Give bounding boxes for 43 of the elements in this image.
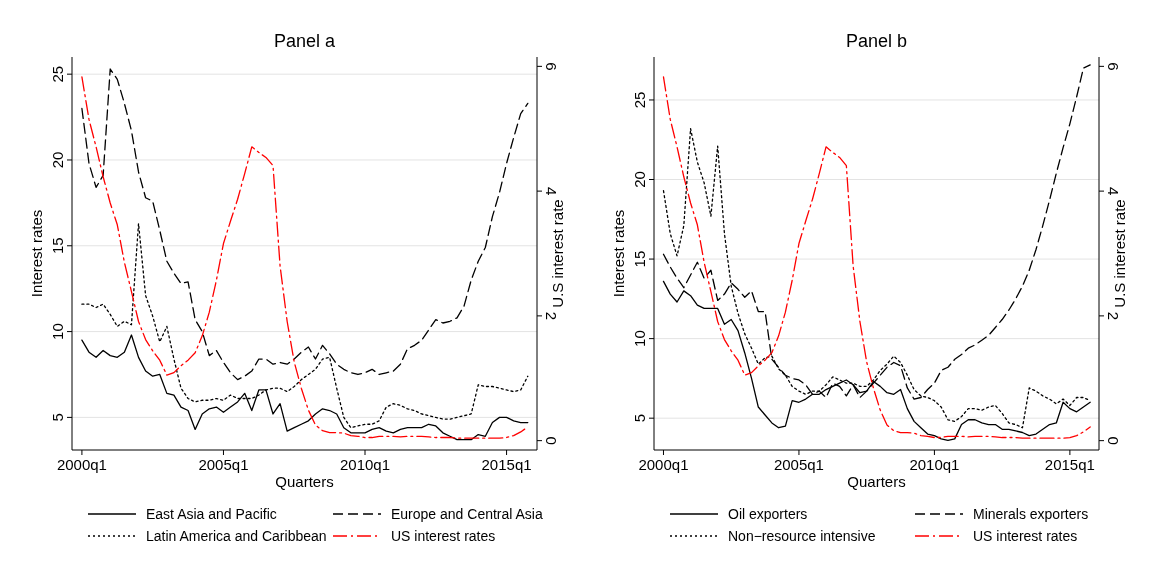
- y-tick-label: 20: [49, 151, 66, 169]
- x-tick-label: 2015q1: [1044, 456, 1095, 473]
- y2-tick-label: 2: [543, 311, 560, 321]
- y2-tick-label: 2: [1105, 311, 1122, 321]
- y2-tick-label: 6: [543, 62, 560, 71]
- y2-axis-title: U.S interest rate: [549, 199, 566, 308]
- y-tick-label: 25: [49, 65, 66, 83]
- x-axis-title: Quarters: [847, 473, 906, 490]
- y2-tick-label: 6: [1105, 62, 1122, 71]
- legend-label: Non−resource intensive: [728, 528, 876, 544]
- y-tick-label: 5: [49, 413, 66, 422]
- y-tick-label: 5: [631, 414, 648, 423]
- y2-tick-label: 4: [1105, 186, 1122, 196]
- y2-axis-title: U.S interest rate: [1111, 199, 1128, 308]
- legend-label: Latin America and Caribbean: [146, 528, 327, 544]
- y-tick-label: 25: [631, 91, 648, 109]
- x-tick-label: 2015q1: [481, 456, 532, 473]
- legend-label: Oil exporters: [728, 506, 808, 522]
- x-tick-label: 2000q1: [638, 456, 689, 473]
- line-series: [81, 68, 529, 381]
- x-tick-label: 2010q1: [909, 456, 960, 473]
- y-tick-label: 10: [49, 323, 66, 340]
- chart-title: Panel b: [845, 31, 908, 51]
- y-axis-title: Interest rates: [28, 209, 45, 298]
- x-tick-label: 2000q1: [56, 456, 107, 473]
- y-tick-label: 15: [631, 250, 648, 268]
- y-tick-label: 15: [49, 237, 66, 255]
- legend-label: Minerals exporters: [973, 506, 1089, 522]
- legend-label: Europe and Central Asia: [391, 506, 543, 522]
- x-tick-label: 2005q1: [198, 456, 249, 473]
- y-tick-label: 20: [631, 171, 648, 188]
- x-axis-title: Quarters: [275, 473, 334, 490]
- x-tick-label: 2010q1: [339, 456, 391, 473]
- x-tick-label: 2005q1: [773, 456, 824, 473]
- chart-title: Panel a: [273, 31, 337, 51]
- y2-tick-label: 0: [1105, 436, 1122, 445]
- y-tick-label: 10: [631, 330, 648, 347]
- y2-tick-label: 4: [543, 186, 560, 196]
- legend-label: East Asia and Pacific: [146, 506, 277, 522]
- legend-label: US interest rates: [391, 528, 496, 544]
- y2-tick-label: 0: [543, 436, 560, 445]
- y-axis-title: Interest rates: [610, 209, 627, 298]
- legend-label: US interest rates: [973, 528, 1078, 544]
